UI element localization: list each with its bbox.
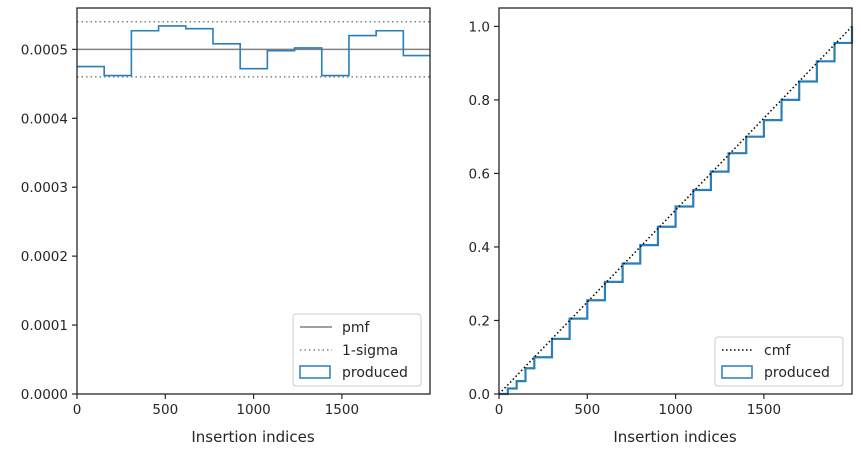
left-legend: pmf 1-sigma produced: [292, 313, 422, 387]
y-tick-label: 0.0002: [21, 249, 68, 265]
x-tick-label: 0: [73, 402, 82, 418]
cmf-line: [498, 25, 853, 395]
legend-pmf-label: pmf: [342, 320, 371, 336]
produced-cumulative-line: [499, 26, 854, 396]
y-tick-label: 1.0: [469, 19, 490, 35]
y-tick-label: 0.2: [469, 313, 490, 329]
y-tick-label: 0.0003: [21, 180, 68, 196]
cmf-chart: 0 500 1000 1500 0.0 0.2 0.4 0.6 0.8 1.0 Insertion…: [469, 7, 854, 446]
y-tick-label: 0.0004: [21, 111, 68, 127]
left-x-axis-label: Insertion indices: [191, 428, 314, 446]
x-tick-label: 500: [574, 402, 600, 418]
x-tick-label: 0: [495, 402, 504, 418]
legend-sigma-label: 1-sigma: [342, 343, 398, 359]
y-tick-label: 0.6: [469, 166, 490, 182]
x-tick-label: 1500: [325, 402, 359, 418]
legend-cmf-label: cmf: [764, 343, 791, 359]
x-tick-label: 1000: [658, 402, 692, 418]
legend-produced-swatch-right: [721, 365, 753, 379]
y-tick-label: 0.0005: [21, 42, 68, 58]
legend-produced-label: produced: [342, 365, 408, 381]
x-tick-label: 1500: [747, 402, 781, 418]
y-tick-label: 0.0: [469, 387, 490, 403]
y-tick-label: 0.0000: [21, 387, 68, 403]
right-legend: cmf produced: [714, 336, 844, 387]
y-tick-label: 0.4: [469, 240, 490, 256]
y-tick-label: 0.8: [469, 93, 490, 109]
produced-step-line: [77, 25, 430, 77]
y-tick-label: 0.0001: [21, 318, 68, 334]
pmf-histogram-chart: 0 500 1000 1500 0.0000 0.0001 0.0002 0.0003 0.00…: [21, 7, 431, 446]
x-tick-label: 500: [152, 402, 178, 418]
left-legend-frame: [292, 313, 422, 387]
x-tick-label: 1000: [236, 402, 270, 418]
right-x-axis-label: Insertion indices: [613, 428, 736, 446]
legend-produced-label-right: produced: [764, 365, 830, 381]
legend-produced-swatch: [299, 365, 331, 379]
